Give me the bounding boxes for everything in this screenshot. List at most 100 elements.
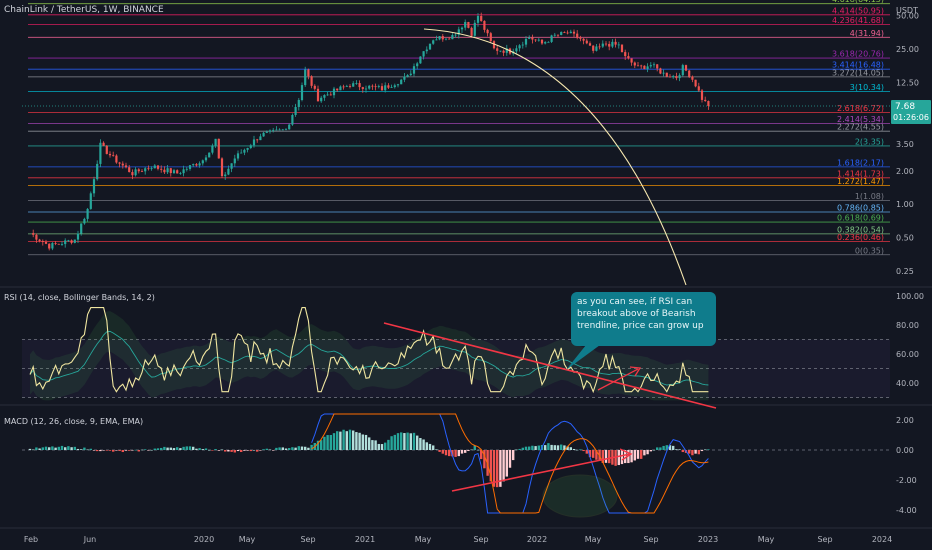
macd-histogram-bar [284,448,288,450]
candle-body [620,44,624,53]
macd-histogram-bar [57,446,60,450]
macd-histogram-bar [499,450,502,487]
candle-body [694,79,697,87]
candle-body [448,38,451,40]
candle-body [630,58,633,63]
macd-histogram-bar [70,447,73,450]
candle-body [300,85,304,101]
macd-histogram-bar [252,449,256,451]
candle-body [400,79,403,85]
macd-axis-tick: 2.00 [896,416,914,425]
candle-body [70,240,73,243]
candle-body [243,149,246,153]
candle-body [678,75,681,79]
candle-body [192,164,195,166]
candle-body [566,32,569,34]
candle-body [476,15,480,23]
candle-body [224,174,227,177]
candle-body [265,131,268,133]
candle-body [211,145,214,153]
macd-histogram-bar [172,448,176,450]
candle-body [636,65,640,67]
macd-histogram-bar [614,450,617,466]
macd-histogram-bar [358,432,361,450]
macd-histogram-bar [272,450,275,451]
macd-histogram-bar [579,449,582,450]
candle-body [585,40,588,44]
macd-histogram-bar [544,445,547,450]
candle-body [236,153,240,159]
macd-histogram-bar [700,450,704,452]
candle-body [707,101,710,106]
time-axis-tick: Sep [473,535,488,544]
macd-histogram-bar [291,447,294,450]
candle-body [460,27,464,30]
candle-body [339,86,342,91]
fib-level-label: 0(0.35) [855,246,884,255]
macd-histogram-bar [384,442,387,450]
fib-level-label: 3.414(16.48) [832,61,884,70]
candle-body [521,44,524,46]
macd-histogram-bar [323,436,326,450]
candle-body [262,132,265,137]
macd-histogram-bar [448,450,451,457]
macd-histogram-bar [368,437,371,450]
candle-body [643,65,646,69]
macd-histogram-bar [54,447,57,450]
candle-body [185,168,188,170]
macd-histogram-bar [403,433,406,450]
candle-body [662,72,665,74]
candle-body [73,239,76,243]
macd-histogram-bar [137,450,140,452]
macd-histogram-bar [505,450,508,477]
macd-histogram-bar [329,434,332,450]
candle-body [60,244,64,245]
macd-histogram-bar [569,447,572,450]
candle-body [259,136,262,141]
price-axis-tick: 25.00 [896,45,919,54]
candle-body [604,43,608,45]
candle-body [691,76,694,80]
macd-histogram-bar [310,444,313,450]
macd-histogram-bar [48,447,51,450]
macd-histogram-bar [153,448,156,450]
macd-histogram-bar [214,449,217,450]
candle-body [137,169,140,172]
macd-histogram-bar [390,436,393,450]
macd-histogram-bar [393,434,396,450]
macd-histogram-bar [534,446,537,450]
macd-histogram-bar [633,450,636,461]
candle-body [323,95,326,98]
candle-body [147,168,150,170]
macd-histogram-bar [435,449,438,450]
macd-histogram-bar [630,450,633,463]
candle-body [102,142,105,146]
macd-histogram-bar [83,447,86,450]
candle-body [467,21,470,28]
candle-body [38,239,41,242]
macd-histogram-bar [86,449,89,451]
macd-histogram-bar [259,450,262,451]
currency-label: USDT [896,6,918,15]
candle-body [153,165,156,169]
candle-body [268,130,272,132]
macd-histogram-bar [150,449,153,451]
candle-body [582,38,585,41]
candle-body [41,241,44,242]
candle-body [697,86,700,91]
macd-histogram-bar [44,446,48,450]
macd-histogram-bar [496,450,499,488]
macd-histogram-bar [688,450,691,454]
candle-body [486,29,489,34]
macd-histogram-bar [131,450,134,451]
macd-histogram-bar [204,448,208,450]
macd-histogram-bar [483,450,486,469]
price-axis-tick: 0.50 [896,234,914,243]
macd-histogram-bar [105,450,108,451]
candle-body [67,240,70,242]
candle-body [313,85,316,89]
candle-body [444,38,448,40]
candle-body [115,155,118,163]
candle-body [675,76,678,79]
